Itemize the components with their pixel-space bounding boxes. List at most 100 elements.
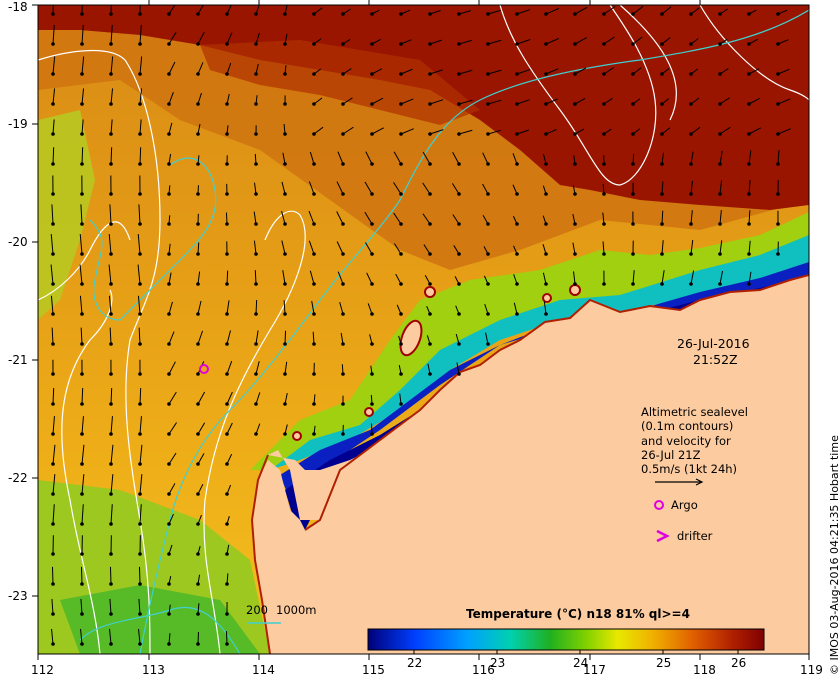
velocity-vector-head (515, 192, 519, 196)
velocity-vector-tail (197, 5, 204, 15)
velocity-vector-tail (139, 474, 143, 495)
velocity-vector-head (254, 72, 258, 76)
velocity-vector-tail (79, 264, 83, 285)
velocity-vector-tail (81, 504, 84, 525)
velocity-vector-head (80, 312, 84, 316)
velocity-vector-tail (52, 444, 56, 465)
velocity-vector-head (167, 642, 171, 646)
velocity-vector-head (399, 342, 403, 346)
velocity-vector-tail (110, 474, 114, 495)
velocity-vector-head (138, 102, 142, 106)
velocity-vector-head (486, 132, 490, 136)
velocity-vector-tail (168, 483, 176, 495)
cbar-tick-26: 26 (731, 656, 747, 670)
sea-level-contours (38, 5, 809, 654)
velocity-vector-head (718, 132, 722, 136)
velocity-vector-head (196, 522, 200, 526)
velocity-vector-tail (168, 272, 172, 285)
colorbar (367, 628, 765, 651)
velocity-vector-head (341, 42, 345, 46)
velocity-vector-tail (777, 98, 791, 105)
velocity-vector-tail (137, 295, 141, 315)
velocity-vector-head (283, 252, 287, 256)
velocity-vector-tail (748, 150, 752, 165)
y-tick-20: -20 (8, 235, 28, 249)
velocity-vector-head (254, 372, 258, 376)
velocity-vector-head (747, 42, 751, 46)
velocity-vector-head (167, 582, 171, 586)
velocity-vector-head (167, 372, 171, 376)
velocity-vector-head (399, 252, 403, 256)
velocity-vector-head (109, 612, 113, 616)
velocity-vector-head (109, 42, 113, 46)
velocity-vector-tail (139, 504, 142, 525)
velocity-vector-tail (226, 300, 230, 315)
velocity-vector-head (196, 12, 200, 16)
cbar-tick-24: 24 (573, 656, 589, 670)
velocity-vector-head (254, 432, 258, 436)
velocity-vector-head (225, 342, 229, 346)
velocity-vector-head (515, 42, 519, 46)
velocity-vector-head (370, 342, 374, 346)
velocity-vector-tail (81, 474, 85, 495)
velocity-vector-tail (308, 210, 315, 225)
velocity-vector-tail (487, 9, 501, 15)
velocity-vector-head (486, 192, 490, 196)
velocity-vector-tail (342, 126, 354, 135)
velocity-vector-tail (458, 99, 473, 105)
velocity-vector-tail (52, 88, 56, 105)
velocity-vector-head (167, 252, 171, 256)
velocity-vector-head (515, 162, 519, 166)
velocity-vector-tail (336, 181, 344, 195)
velocity-vector-tail (138, 327, 141, 345)
velocity-vector-head (51, 132, 55, 136)
velocity-vector-head (167, 222, 171, 226)
velocity-vector-head (341, 312, 345, 316)
velocity-vector-head (225, 222, 229, 226)
velocity-vector-head (457, 162, 461, 166)
velocity-vector-head (602, 42, 606, 46)
velocity-vector-head (370, 312, 374, 316)
velocity-vector-tail (422, 182, 431, 195)
drifter-legend-icon (656, 529, 670, 543)
x-tick-112: 112 (31, 663, 54, 677)
velocity-vector-head (138, 312, 142, 316)
velocity-vector-head (254, 342, 258, 346)
velocity-vector-head (428, 102, 432, 106)
velocity-vector-tail (719, 97, 730, 105)
velocity-vector-tail (661, 181, 664, 195)
velocity-vector-head (370, 192, 374, 196)
velocity-vector-head (196, 402, 200, 406)
velocity-vector-head (196, 462, 200, 466)
island-2 (424, 286, 436, 298)
velocity-vector-head (283, 222, 287, 226)
x-tick-113: 113 (142, 663, 165, 677)
velocity-vector-head (80, 342, 84, 346)
velocity-vector-tail (458, 129, 473, 135)
velocity-vector-tail (602, 241, 605, 255)
velocity-vector-tail (168, 331, 175, 345)
velocity-vector-head (167, 282, 171, 286)
velocity-vector-tail (284, 330, 287, 345)
velocity-vector-tail (226, 62, 232, 75)
velocity-vector-head (225, 462, 229, 466)
velocity-vector-tail (52, 474, 56, 495)
velocity-vector-head (544, 162, 548, 166)
velocity-vector-tail (342, 97, 353, 105)
velocity-vector-head (138, 642, 142, 646)
velocity-vector-head (341, 372, 345, 376)
velocity-vector-head (660, 42, 664, 46)
velocity-vector-head (341, 252, 345, 256)
velocity-vector-head (109, 132, 113, 136)
velocity-vector-tail (400, 128, 414, 135)
velocity-vector-head (196, 492, 200, 496)
velocity-vector-head (167, 102, 171, 106)
velocity-vector-head (51, 12, 55, 16)
velocity-vector-head (196, 612, 200, 616)
velocity-vector-head (225, 192, 229, 196)
velocity-vector-head (370, 282, 374, 286)
velocity-vector-tail (109, 628, 112, 645)
velocity-vector-head (428, 192, 432, 196)
velocity-vector-tail (371, 127, 384, 135)
velocity-vector-tail (458, 69, 473, 75)
